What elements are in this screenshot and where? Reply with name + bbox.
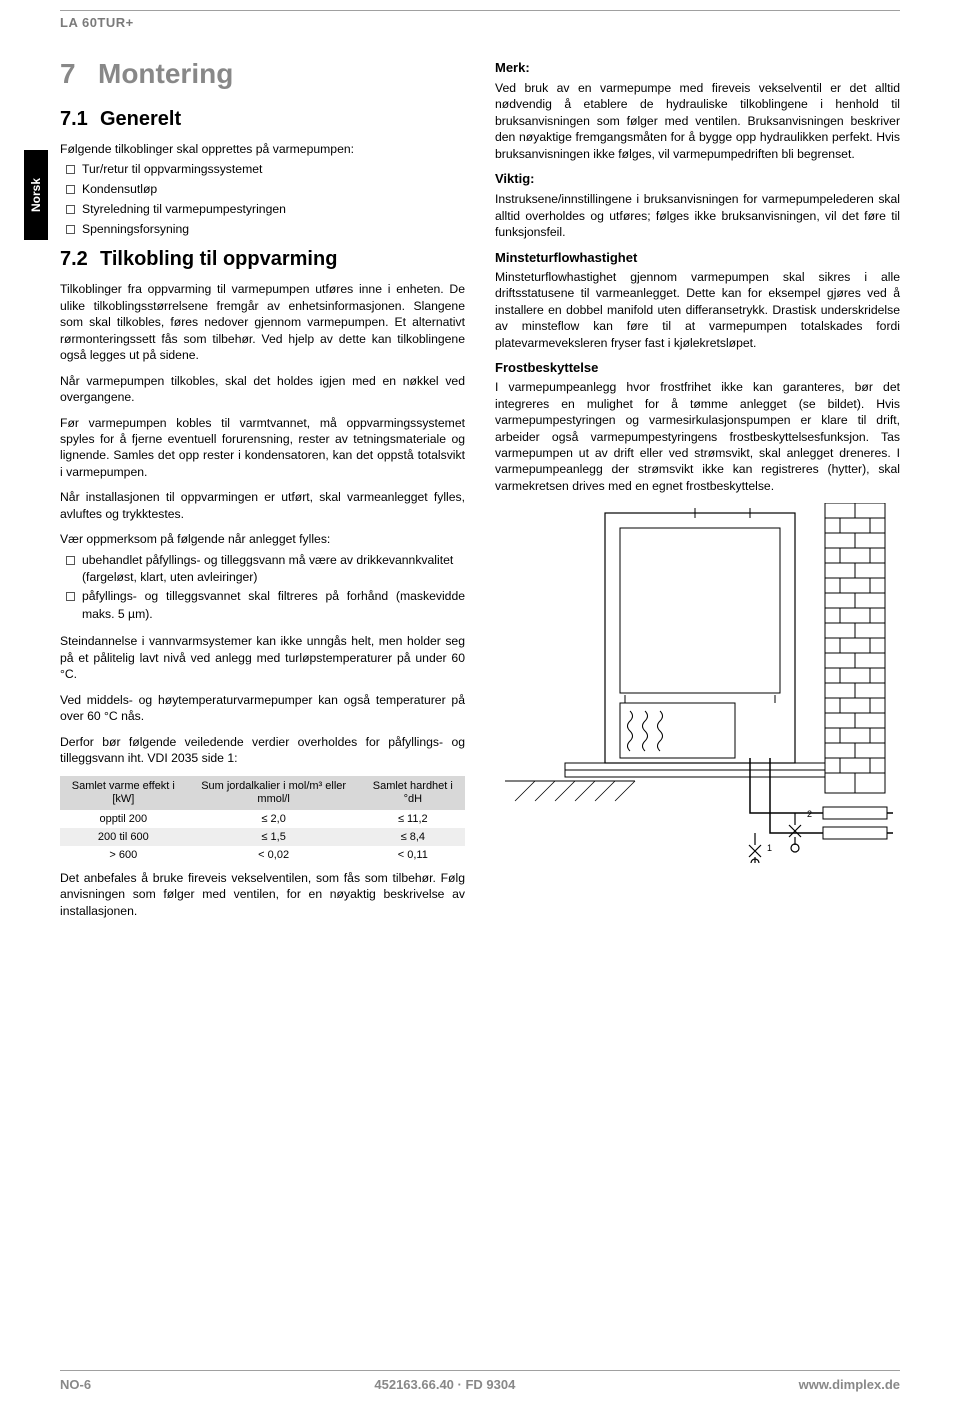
frost-text: I varmepumpeanlegg hvor frostfrihet ikke… [495, 379, 900, 494]
section-7-2-heading: 7.2Tilkobling til oppvarming [60, 248, 465, 271]
list-item: ubehandlet påfyllings- og tilleggsvann m… [60, 552, 465, 586]
table-cell: ≤ 1,5 [187, 828, 361, 846]
body-paragraph: Derfor bør følgende veiledende verdier o… [60, 734, 465, 767]
table-header: Samlet hardhet i °dH [361, 776, 465, 810]
section-7-title: Montering [98, 58, 233, 89]
table-cell: opptil 200 [60, 810, 187, 828]
section-7-2-title: Tilkobling til oppvarming [100, 248, 337, 270]
table-header: Samlet varme effekt i [kW] [60, 776, 187, 810]
list-item: Spenningsforsyning [60, 221, 465, 239]
list-item: Styreledning til varmepumpestyringen [60, 201, 465, 219]
installation-diagram: 2 1 [495, 503, 900, 863]
table-cell: < 0,02 [187, 846, 361, 864]
body-paragraph: Når installasjonen til oppvarmingen er u… [60, 489, 465, 522]
list-item: Kondensutløp [60, 181, 465, 199]
body-paragraph: Vær oppmerksom på følgende når anlegget … [60, 531, 465, 547]
vdi-table: Samlet varme effekt i [kW] Sum jordalkal… [60, 776, 465, 864]
minflow-text: Minsteturflowhastighet gjennom varmepump… [495, 269, 900, 351]
table-cell: 200 til 600 [60, 828, 187, 846]
table-header: Sum jordalkalier i mol/m³ eller mmol/l [187, 776, 361, 810]
viktig-text: Instruksene/innstillingene i bruksanvisn… [495, 191, 900, 240]
diagram-label-2: 2 [807, 809, 812, 819]
merk-text: Ved bruk av en varmepumpe med fireveis v… [495, 80, 900, 162]
section-7-1-heading: 7.1Generelt [60, 108, 465, 131]
body-paragraph: Ved middels- og høytemperaturvarmepumper… [60, 692, 465, 725]
section-7-num: 7 [60, 58, 98, 90]
frost-label: Frostbeskyttelse [495, 360, 900, 375]
list-connections: Tur/retur til oppvarmingssystemet Konden… [60, 161, 465, 238]
right-column: Merk: Ved bruk av en varmepumpe med fire… [495, 58, 900, 928]
list-fill-requirements: ubehandlet påfyllings- og tilleggsvann m… [60, 552, 465, 624]
body-paragraph: Det anbefales å bruke fireveis vekselven… [60, 870, 465, 919]
section-7-1-num: 7.1 [60, 108, 100, 131]
table-cell: > 600 [60, 846, 187, 864]
body-paragraph: Tilkoblinger fra oppvarming til varmepum… [60, 281, 465, 363]
list-item: påfyllings- og tilleggsvannet skal filtr… [60, 588, 465, 623]
body-paragraph: Når varmepumpen tilkobles, skal det hold… [60, 373, 465, 406]
section-7-1-title: Generelt [100, 108, 181, 130]
footer-url: www.dimplex.de [799, 1377, 900, 1392]
table-cell: ≤ 2,0 [187, 810, 361, 828]
language-tab: Norsk [24, 150, 48, 240]
body-paragraph: Steindannelse i vannvarmsystemer kan ikk… [60, 633, 465, 682]
left-column: 7Montering 7.1Generelt Følgende tilkobli… [60, 58, 465, 928]
section-7-heading: 7Montering [60, 58, 465, 90]
table-cell: ≤ 8,4 [361, 828, 465, 846]
body-paragraph: Før varmepumpen kobles til varmtvannet, … [60, 415, 465, 481]
p-7-1-intro: Følgende tilkoblinger skal opprettes på … [60, 141, 465, 157]
minflow-label: Minsteturflowhastighet [495, 250, 900, 265]
header-model: LA 60TUR+ [60, 15, 900, 30]
list-item: Tur/retur til oppvarmingssystemet [60, 161, 465, 179]
table-cell: < 0,11 [361, 846, 465, 864]
section-7-2-num: 7.2 [60, 248, 100, 271]
diagram-label-1: 1 [767, 843, 772, 853]
footer-page: NO-6 [60, 1377, 91, 1392]
list-item-subtext: (fargeløst, klart, uten avleiringer) [82, 569, 465, 585]
page-footer: NO-6 452163.66.40 · FD 9304 www.dimplex.… [60, 1370, 900, 1392]
viktig-label: Viktig: [495, 171, 900, 186]
table-cell: ≤ 11,2 [361, 810, 465, 828]
merk-label: Merk: [495, 60, 900, 75]
footer-doc: 452163.66.40 · FD 9304 [374, 1377, 515, 1392]
list-item-text: ubehandlet påfyllings- og tilleggsvann m… [82, 553, 453, 567]
